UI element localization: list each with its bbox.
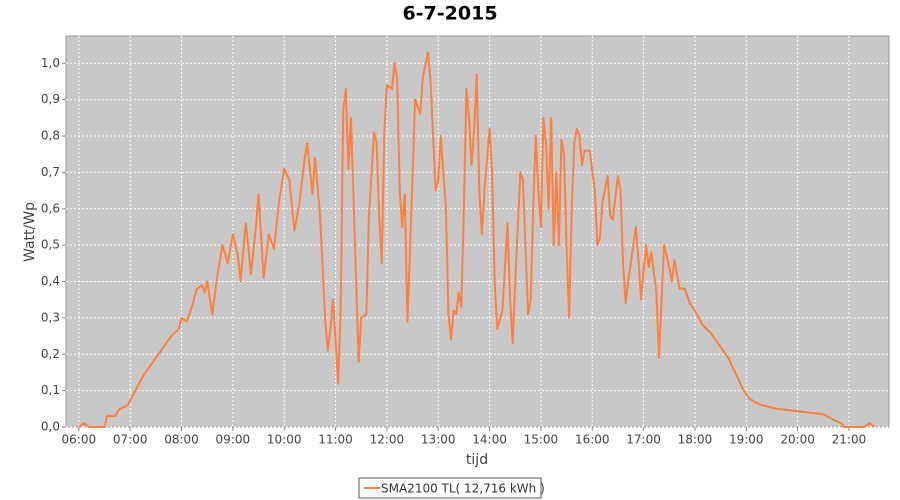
y-axis-label: Watt/Wp — [22, 202, 38, 262]
x-tick-label: 08:00 — [164, 433, 199, 447]
series-line — [78, 51, 876, 428]
x-tick-label: 13:00 — [421, 433, 456, 447]
y-tick-label: 0,7 — [41, 165, 60, 179]
x-tick-label: 20:00 — [780, 433, 815, 447]
y-tick-label: 1,0 — [41, 56, 60, 70]
y-tick-label: 0,8 — [41, 129, 60, 143]
y-tick-label: 0,4 — [41, 274, 60, 288]
y-tick-label: 0,6 — [41, 201, 60, 215]
y-tick-label: 0,5 — [41, 238, 60, 252]
x-tick-label: 12:00 — [370, 433, 405, 447]
chart-title: 6-7-2015 — [402, 3, 497, 25]
legend-label: SMA2100 TL( 12,716 kWh ) — [381, 482, 545, 496]
x-tick-label: 19:00 — [729, 433, 764, 447]
x-tick-label: 18:00 — [678, 433, 713, 447]
x-tick-label: 09:00 — [216, 433, 251, 447]
y-tick-label: 0,3 — [41, 310, 60, 324]
x-tick-label: 15:00 — [524, 433, 559, 447]
x-tick-label: 07:00 — [113, 433, 148, 447]
x-tick-label: 16:00 — [575, 433, 610, 447]
y-tick-label: 0,2 — [41, 347, 60, 361]
x-tick-label: 21:00 — [832, 433, 867, 447]
legend — [358, 477, 542, 499]
y-tick-label: 0,1 — [41, 383, 60, 397]
x-axis-label: tijd — [466, 452, 488, 468]
x-tick-label: 14:00 — [472, 433, 507, 447]
x-tick-label: 17:00 — [626, 433, 661, 447]
x-tick-label: 11:00 — [318, 433, 353, 447]
x-tick-label: 10:00 — [267, 433, 302, 447]
y-tick-label: 0,9 — [41, 92, 60, 106]
x-tick-label: 06:00 — [62, 433, 97, 447]
y-tick-label: 0,0 — [41, 420, 60, 434]
